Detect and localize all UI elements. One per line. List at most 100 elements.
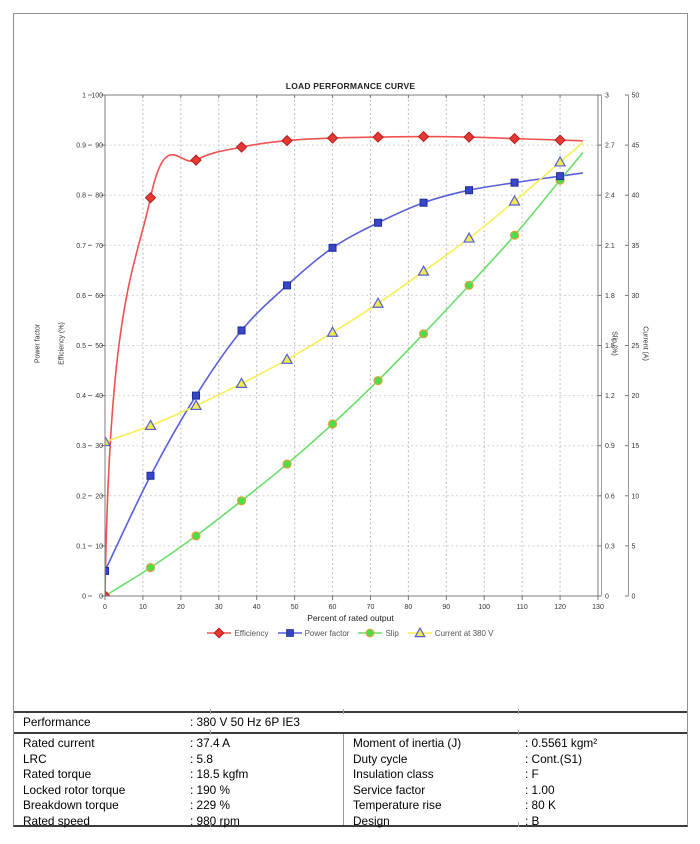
svg-text:50: 50 bbox=[291, 604, 299, 611]
chart-title: LOAD PERFORMANCE CURVE bbox=[285, 81, 416, 91]
spec-value: : 0.5561 kgm² bbox=[525, 736, 598, 750]
spec-label: Performance bbox=[23, 715, 91, 729]
svg-text:0.5: 0.5 bbox=[76, 343, 86, 350]
svg-text:5: 5 bbox=[632, 543, 636, 550]
legend-item-efficiency: Efficiency bbox=[207, 627, 269, 639]
svg-text:0.7: 0.7 bbox=[76, 243, 86, 250]
svg-text:70: 70 bbox=[367, 604, 375, 611]
table-grid-tick bbox=[343, 709, 344, 714]
svg-text:2.1: 2.1 bbox=[605, 243, 615, 250]
svg-text:0: 0 bbox=[632, 594, 636, 601]
table-row: Rated current : 37.4 A bbox=[14, 736, 343, 752]
svg-text:100: 100 bbox=[478, 604, 490, 611]
svg-text:0.1: 0.1 bbox=[76, 543, 86, 550]
svg-text:90: 90 bbox=[95, 143, 103, 150]
spec-value: : F bbox=[525, 767, 539, 781]
slip-axis-title: Slip (%) bbox=[610, 331, 618, 356]
spec-label: Insulation class bbox=[353, 767, 434, 781]
spec-value: : 18.5 kgfm bbox=[190, 767, 249, 781]
spec-label: LRC bbox=[23, 751, 47, 766]
svg-text:0.8: 0.8 bbox=[76, 193, 86, 200]
efficiency-axis-title: Efficiency (%) bbox=[58, 322, 66, 365]
svg-text:130: 130 bbox=[592, 604, 604, 611]
svg-text:2.7: 2.7 bbox=[605, 143, 615, 150]
x-axis-title: Percent of rated output bbox=[307, 613, 394, 623]
svg-text:0.9: 0.9 bbox=[605, 443, 615, 450]
plot-area: 0 10 20 30 40 50 60 70 80 90 100 110 120 13000.10.20.… bbox=[76, 93, 640, 612]
legend-label: Slip bbox=[385, 628, 399, 638]
spec-value: : 229 % bbox=[190, 798, 231, 812]
spec-column-right: Moment of inertia (J): 0.5561 kgm² Duty … bbox=[343, 734, 687, 828]
chart-legend: Efficiency Power factor Slip Current at … bbox=[14, 627, 687, 639]
table-row: Temperature rise : 80 K bbox=[353, 798, 687, 814]
legend-item-current: Current at 380 V bbox=[407, 627, 494, 639]
svg-text:0.2: 0.2 bbox=[76, 493, 86, 500]
svg-text:40: 40 bbox=[253, 604, 261, 611]
svg-text:0: 0 bbox=[82, 594, 86, 601]
svg-text:40: 40 bbox=[632, 193, 640, 200]
power-factor-square-icon bbox=[277, 627, 302, 639]
spec-columns: Rated current : 37.4 A LRC : 5.8 Rated tor… bbox=[14, 734, 687, 828]
svg-text:60: 60 bbox=[329, 604, 337, 611]
svg-text:0.6: 0.6 bbox=[76, 293, 86, 300]
svg-text:60: 60 bbox=[95, 293, 103, 300]
spec-value: : Cont.(S1) bbox=[525, 751, 583, 766]
svg-text:20: 20 bbox=[632, 393, 640, 400]
table-grid-tick bbox=[210, 730, 211, 735]
spec-label: Breakdown torque bbox=[23, 798, 119, 812]
svg-text:40: 40 bbox=[95, 393, 103, 400]
svg-text:45: 45 bbox=[632, 143, 640, 150]
spec-value: : B bbox=[525, 813, 540, 828]
table-grid-tick bbox=[518, 709, 519, 714]
spec-label: Rated torque bbox=[23, 767, 92, 781]
legend-label: Current at 380 V bbox=[434, 628, 494, 638]
spec-column-left: Rated current : 37.4 A LRC : 5.8 Rated tor… bbox=[14, 734, 343, 828]
table-row: Insulation class : F bbox=[353, 767, 687, 783]
table-row: Rated speed : 980 rpm bbox=[14, 814, 343, 830]
legend-item-slip: Slip bbox=[358, 627, 399, 639]
svg-text:30: 30 bbox=[95, 443, 103, 450]
spec-label: Moment of inertia (J) bbox=[353, 736, 462, 750]
spec-value: : 380 V 50 Hz 6P IE3 bbox=[190, 715, 300, 729]
svg-text:0: 0 bbox=[605, 594, 609, 601]
datasheet-frame: LOAD PERFORMANCE CURVE 0 10 20 30 40 50 60 70 80… bbox=[13, 13, 688, 828]
power-factor-axis-title: Power factor bbox=[34, 323, 42, 364]
table-row: Moment of inertia (J) : 0.5561 kgm² bbox=[353, 736, 687, 752]
spec-label: Rated current bbox=[23, 736, 95, 750]
spec-value: : 190 % bbox=[190, 782, 231, 797]
svg-text:120: 120 bbox=[554, 604, 566, 611]
spec-label: Rated speed bbox=[23, 813, 90, 828]
svg-text:0.6: 0.6 bbox=[605, 493, 615, 500]
svg-text:1: 1 bbox=[82, 93, 86, 100]
svg-text:50: 50 bbox=[632, 93, 640, 100]
spec-label: Design bbox=[353, 813, 390, 828]
slip-circle-icon bbox=[358, 627, 383, 639]
table-row: Locked rotor torque: 190 % bbox=[14, 783, 343, 799]
svg-text:80: 80 bbox=[404, 604, 412, 611]
spec-label: Temperature rise bbox=[353, 798, 442, 812]
table-row: Rated torque : 18.5 kgfm bbox=[14, 767, 343, 783]
spec-value: : 37.4 A bbox=[190, 736, 231, 750]
svg-text:50: 50 bbox=[95, 343, 103, 350]
table-grid-tick bbox=[518, 730, 519, 735]
svg-text:1.8: 1.8 bbox=[605, 293, 615, 300]
svg-text:2.4: 2.4 bbox=[605, 193, 615, 200]
svg-text:90: 90 bbox=[442, 604, 450, 611]
svg-text:10: 10 bbox=[139, 604, 147, 611]
svg-text:0.4: 0.4 bbox=[76, 393, 86, 400]
spec-value: : 980 rpm bbox=[190, 813, 240, 828]
svg-text:25: 25 bbox=[632, 343, 640, 350]
svg-text:1.5: 1.5 bbox=[605, 343, 615, 350]
svg-text:0.3: 0.3 bbox=[76, 443, 86, 450]
svg-text:10: 10 bbox=[95, 543, 103, 550]
table-grid-tick bbox=[518, 822, 519, 827]
svg-text:10: 10 bbox=[632, 493, 640, 500]
efficiency-diamond-icon bbox=[207, 627, 232, 639]
spec-value: : 5.8 bbox=[190, 751, 213, 766]
spec-label: Service factor bbox=[353, 782, 426, 797]
spec-value: : 80 K bbox=[525, 798, 556, 812]
svg-text:35: 35 bbox=[632, 243, 640, 250]
svg-text:0.9: 0.9 bbox=[76, 143, 86, 150]
table-row: LRC : 5.8 bbox=[14, 752, 343, 768]
table-row: Design : B bbox=[353, 814, 687, 830]
